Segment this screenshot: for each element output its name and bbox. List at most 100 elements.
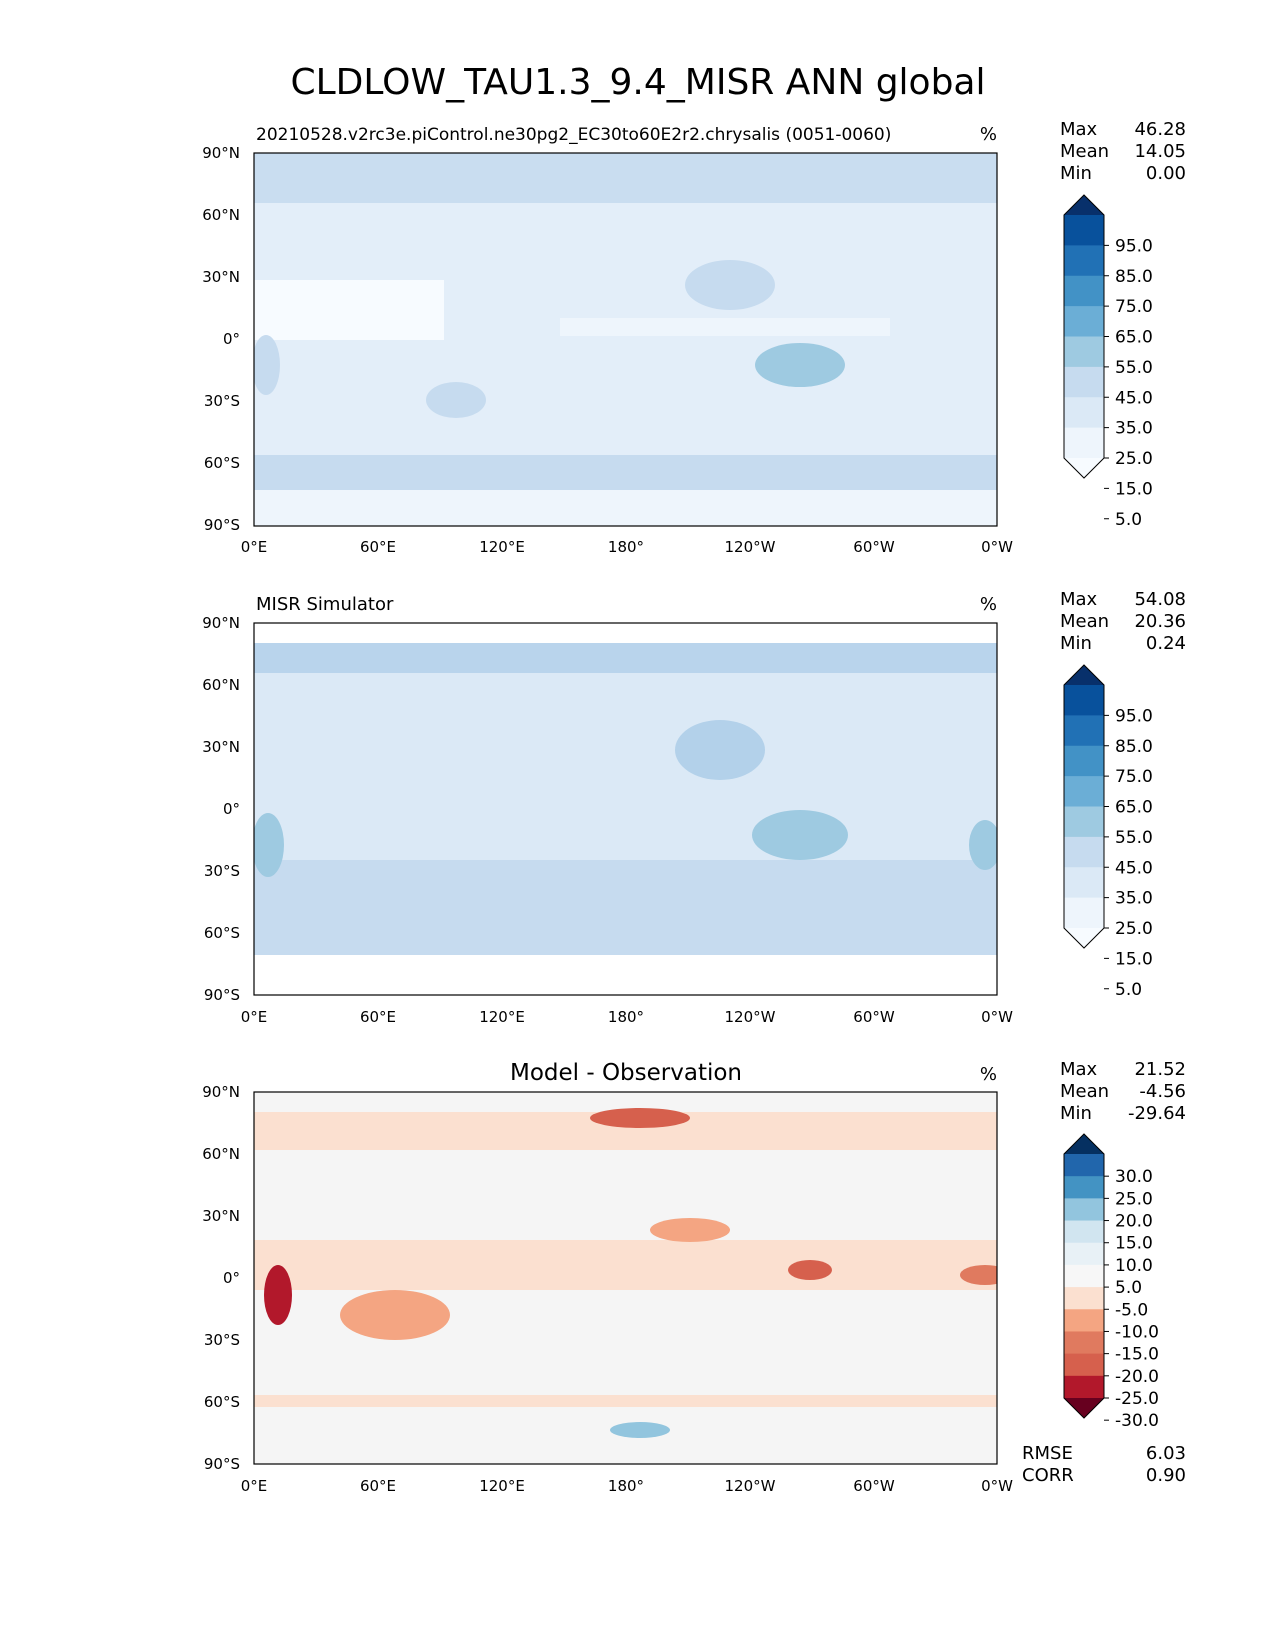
lon-axis: 0°E 60°E 120°E 180° 120°W 60°W 0°W (241, 1477, 1013, 1495)
lat-tick: 60°N (202, 676, 240, 694)
colorbar-label: 45.0 (1115, 388, 1153, 408)
units-label: % (980, 124, 997, 145)
field-arctic (254, 153, 997, 203)
colorbar-label: -10.0 (1115, 1322, 1159, 1342)
colorbar-label: 25.0 (1115, 1189, 1153, 1209)
lat-tick: 30°N (202, 738, 240, 756)
field-southern-ocean (254, 860, 997, 955)
stat-mean-value: 14.05 (1134, 141, 1186, 162)
colorbar-segment (1064, 836, 1104, 868)
figure-title: CLDLOW_TAU1.3_9.4_MISR ANN global (290, 62, 985, 103)
units-label: % (980, 594, 997, 615)
colorbar-segment (1064, 366, 1104, 398)
colorbar-label: 95.0 (1115, 236, 1153, 256)
field-no-data-north (254, 623, 997, 643)
lon-tick: 0°E (241, 538, 268, 556)
lon-tick: 60°W (853, 1008, 895, 1026)
panel-subtitle: 20210528.v2rc3e.piControl.ne30pg2_EC30to… (256, 125, 891, 145)
field-itcz (560, 318, 890, 336)
field-low-subtropics (254, 280, 444, 340)
field-namibia-coast (264, 1265, 292, 1325)
colorbar-diff: 30.025.0 20.015.010.05.0-5.0-10.0 -15.0-20… (1063, 1133, 1159, 1431)
lat-tick: 60°S (204, 454, 240, 472)
field-ross-sea (610, 1422, 670, 1438)
colorbar-label: 10.0 (1115, 1256, 1153, 1276)
field-ne-pacific (675, 720, 765, 780)
lat-tick: 90°S (204, 986, 240, 1004)
stat-max-value: 46.28 (1134, 119, 1186, 140)
rmse-value: 6.03 (1146, 1443, 1186, 1464)
stat-max-label: Max (1060, 589, 1098, 610)
lat-tick: 0° (223, 1269, 240, 1287)
colorbar-label: 30.0 (1115, 1167, 1153, 1187)
colorbar-segment (1064, 1264, 1104, 1288)
stat-min-value: -29.64 (1128, 1103, 1186, 1124)
lat-tick: 90°N (202, 614, 240, 632)
metrics-block: RMSE 6.03 CORR 0.90 (1022, 1443, 1186, 1486)
lon-tick: 0°E (241, 1477, 268, 1495)
lat-tick: 90°S (204, 516, 240, 534)
colorbar-segment (1064, 1331, 1104, 1355)
field-indian-ocean (340, 1290, 450, 1340)
colorbar-segment (1064, 776, 1104, 807)
field-arctic-max (590, 1108, 690, 1128)
lat-tick: 30°S (204, 862, 240, 880)
corr-label: CORR (1022, 1465, 1074, 1486)
colorbar-label: 15.0 (1115, 1234, 1153, 1254)
colorbar-label: -15.0 (1115, 1345, 1159, 1365)
colorbar-label: -25.0 (1115, 1389, 1159, 1409)
colorbar-label: 65.0 (1115, 798, 1153, 818)
field-indian-ocean (426, 382, 486, 418)
colorbar-segment (1064, 245, 1104, 277)
lon-tick: 120°E (479, 538, 525, 556)
colorbar-segment (1064, 306, 1104, 337)
stat-min-value: 0.00 (1146, 163, 1186, 184)
field-peru-coast (788, 1260, 832, 1280)
colorbar-obs: 95.0 85.0 75.0 65.0 55.0 45.0 35.0 25.0 15.0 5.0 (1063, 664, 1153, 1000)
lat-axis: 90°N 60°N 30°N 0° 30°S 60°S 90°S (202, 1083, 240, 1473)
colorbar-segment (1064, 806, 1104, 838)
colorbar-segment (1064, 745, 1104, 777)
colorbar-segment (1064, 275, 1104, 307)
lat-tick: 0° (223, 330, 240, 348)
field-arctic (254, 643, 997, 673)
stat-min-label: Min (1060, 633, 1092, 654)
stat-min-value: 0.24 (1146, 633, 1186, 654)
colorbar-label: 65.0 (1115, 328, 1153, 348)
field-se-atlantic (254, 813, 284, 877)
colorbar-extend-max (1064, 1134, 1104, 1154)
lat-tick: 60°S (204, 924, 240, 942)
colorbar-segment (1064, 215, 1104, 246)
colorbar-extend-min (1064, 458, 1104, 478)
stat-max-label: Max (1060, 1059, 1098, 1080)
lat-tick: 60°S (204, 1393, 240, 1411)
lat-tick: 30°S (204, 392, 240, 410)
field-antarctic-nodata (254, 955, 997, 995)
colorbar-label: 85.0 (1115, 737, 1153, 757)
stat-min-label: Min (1060, 163, 1092, 184)
units-label: % (980, 1064, 997, 1085)
colorbar-label: 55.0 (1115, 358, 1153, 378)
colorbar-label: 5.0 (1115, 980, 1142, 1000)
lat-axis: 90°N 60°N 30°N 0° 30°S 60°S 90°S (202, 614, 240, 1004)
lon-tick: 60°E (360, 1008, 396, 1026)
panel-subtitle: Model - Observation (510, 1060, 742, 1086)
colorbar-model: 95.0 85.0 75.0 65.0 55.0 45.0 35.0 25.0 15.0 5.0 (1063, 194, 1153, 530)
rmse-label: RMSE (1022, 1443, 1073, 1464)
stat-min-label: Min (1060, 1103, 1092, 1124)
stats-block: Max 54.08 Mean 20.36 Min 0.24 (1060, 589, 1186, 654)
lon-tick: 0°W (981, 538, 1013, 556)
colorbar-segment (1064, 1220, 1104, 1244)
lat-tick: 60°N (202, 206, 240, 224)
lat-tick: 60°N (202, 1145, 240, 1163)
colorbar-label: 35.0 (1115, 419, 1153, 439)
stats-block: Max 46.28 Mean 14.05 Min 0.00 (1060, 119, 1186, 184)
colorbar-segment (1064, 1242, 1104, 1266)
colorbar-segment (1064, 1176, 1104, 1199)
field-se-pacific (752, 810, 848, 860)
colorbar-segment (1064, 427, 1104, 459)
colorbar-label: 95.0 (1115, 706, 1153, 726)
field-west-africa (960, 1265, 997, 1285)
colorbar-segment (1064, 867, 1104, 899)
